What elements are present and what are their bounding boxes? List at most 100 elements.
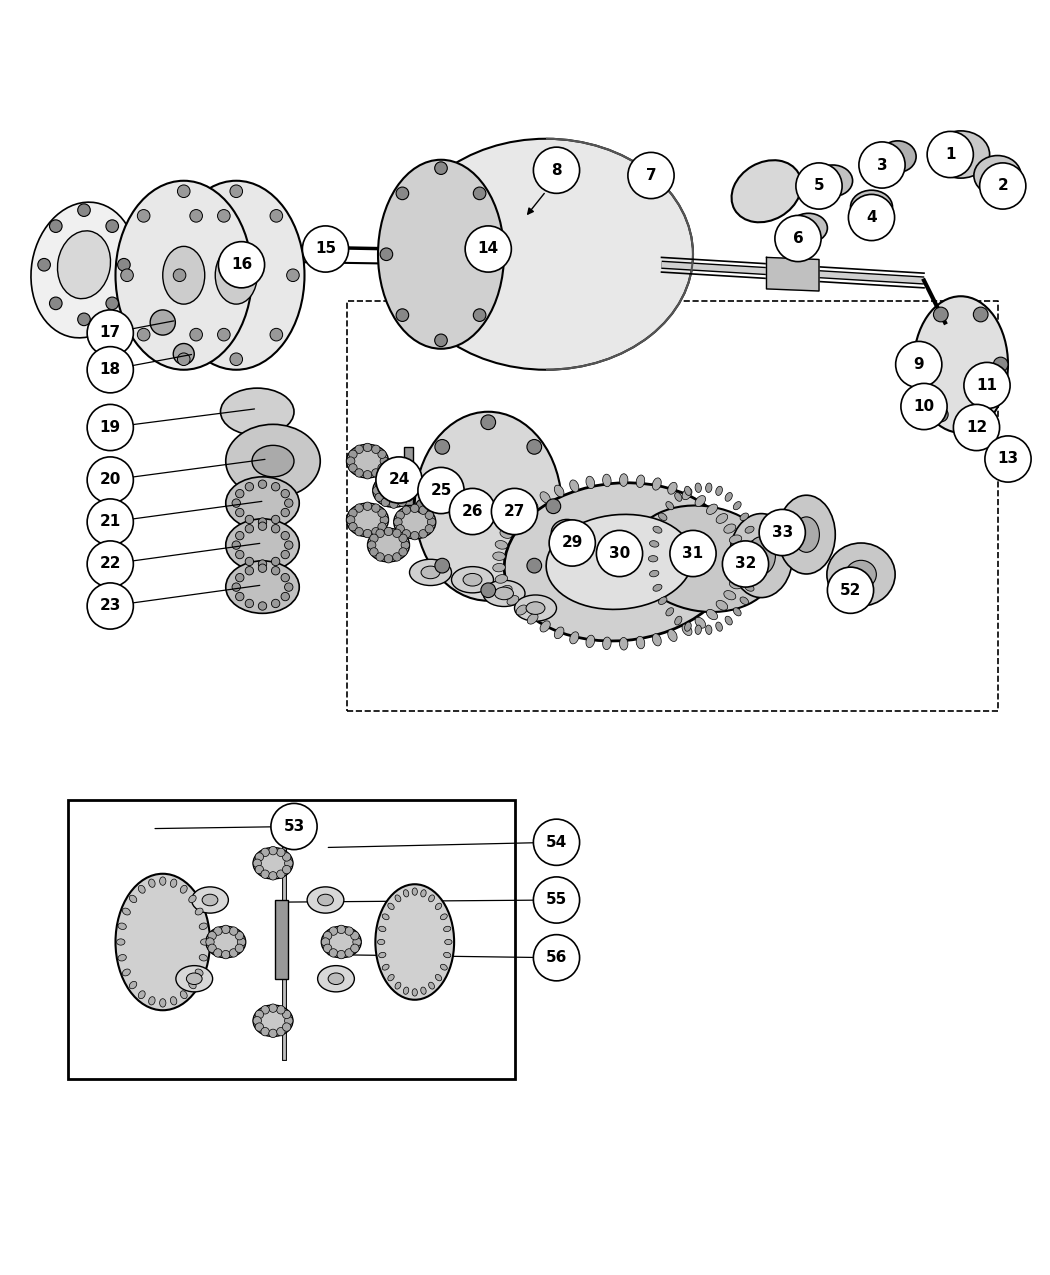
- Ellipse shape: [695, 496, 706, 506]
- Ellipse shape: [410, 560, 452, 585]
- Polygon shape: [766, 258, 819, 291]
- Circle shape: [190, 209, 203, 222]
- Ellipse shape: [252, 445, 294, 477]
- Ellipse shape: [253, 1005, 293, 1037]
- Circle shape: [411, 504, 419, 513]
- Ellipse shape: [321, 926, 361, 958]
- Circle shape: [87, 310, 133, 356]
- Circle shape: [235, 532, 244, 539]
- Circle shape: [398, 474, 406, 483]
- Circle shape: [670, 530, 716, 576]
- Circle shape: [425, 524, 434, 533]
- Ellipse shape: [707, 609, 717, 620]
- Circle shape: [402, 506, 411, 514]
- Circle shape: [237, 938, 246, 946]
- Circle shape: [827, 567, 874, 613]
- Ellipse shape: [685, 622, 691, 631]
- Circle shape: [87, 404, 133, 450]
- Ellipse shape: [733, 546, 746, 555]
- Ellipse shape: [540, 492, 550, 502]
- Circle shape: [269, 847, 277, 854]
- Ellipse shape: [631, 505, 776, 612]
- Circle shape: [235, 574, 244, 581]
- Circle shape: [206, 938, 214, 946]
- Circle shape: [246, 482, 254, 491]
- Ellipse shape: [974, 156, 1021, 195]
- Circle shape: [302, 226, 349, 272]
- Circle shape: [372, 528, 380, 536]
- Circle shape: [258, 518, 267, 527]
- Ellipse shape: [527, 500, 538, 510]
- Ellipse shape: [723, 524, 736, 533]
- Circle shape: [380, 456, 388, 465]
- Circle shape: [106, 297, 119, 310]
- Ellipse shape: [504, 483, 735, 641]
- Text: 27: 27: [504, 504, 525, 519]
- Text: 24: 24: [388, 473, 410, 487]
- Ellipse shape: [440, 964, 447, 970]
- Circle shape: [323, 932, 332, 940]
- Circle shape: [138, 329, 150, 340]
- Circle shape: [404, 493, 413, 501]
- Circle shape: [121, 269, 133, 282]
- Circle shape: [381, 474, 390, 483]
- Circle shape: [330, 949, 338, 958]
- Circle shape: [380, 247, 393, 260]
- Circle shape: [118, 259, 130, 272]
- Text: 23: 23: [100, 598, 121, 613]
- Ellipse shape: [666, 501, 674, 510]
- Circle shape: [245, 515, 254, 524]
- Ellipse shape: [649, 556, 657, 562]
- Circle shape: [375, 479, 383, 488]
- Ellipse shape: [201, 938, 209, 945]
- Circle shape: [49, 297, 62, 310]
- Circle shape: [533, 877, 580, 923]
- Text: 33: 33: [772, 525, 793, 541]
- Ellipse shape: [750, 556, 759, 562]
- Ellipse shape: [507, 519, 519, 528]
- Circle shape: [246, 524, 254, 533]
- Circle shape: [596, 530, 643, 576]
- Circle shape: [285, 499, 293, 507]
- Circle shape: [404, 479, 413, 488]
- Circle shape: [973, 307, 988, 321]
- Ellipse shape: [653, 527, 662, 533]
- Circle shape: [722, 541, 769, 587]
- Circle shape: [214, 927, 223, 936]
- Circle shape: [150, 310, 175, 335]
- Ellipse shape: [399, 139, 693, 370]
- Ellipse shape: [570, 479, 579, 492]
- Circle shape: [355, 504, 363, 513]
- Circle shape: [258, 521, 267, 530]
- Ellipse shape: [716, 486, 722, 496]
- Ellipse shape: [706, 483, 712, 492]
- Circle shape: [533, 935, 580, 980]
- Circle shape: [896, 342, 942, 388]
- Ellipse shape: [652, 634, 662, 646]
- Ellipse shape: [421, 987, 426, 994]
- Circle shape: [375, 493, 383, 501]
- Ellipse shape: [682, 623, 692, 635]
- Ellipse shape: [129, 982, 136, 989]
- Circle shape: [399, 548, 407, 556]
- Circle shape: [258, 479, 267, 488]
- Text: 21: 21: [100, 515, 121, 529]
- Ellipse shape: [440, 914, 447, 919]
- Ellipse shape: [675, 616, 681, 625]
- Text: 6: 6: [793, 231, 803, 246]
- Circle shape: [394, 518, 402, 527]
- Text: 19: 19: [100, 419, 121, 435]
- Ellipse shape: [118, 923, 126, 929]
- Circle shape: [87, 347, 133, 393]
- Text: 26: 26: [462, 504, 483, 519]
- Ellipse shape: [200, 955, 208, 961]
- Ellipse shape: [540, 621, 550, 632]
- Circle shape: [173, 343, 194, 365]
- Ellipse shape: [733, 569, 746, 578]
- Circle shape: [282, 866, 291, 873]
- Circle shape: [964, 362, 1010, 408]
- Ellipse shape: [189, 895, 196, 903]
- Ellipse shape: [716, 622, 722, 631]
- Circle shape: [435, 162, 447, 175]
- Circle shape: [396, 524, 404, 533]
